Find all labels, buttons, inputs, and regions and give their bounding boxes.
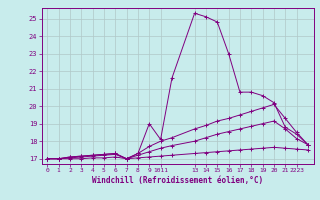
X-axis label: Windchill (Refroidissement éolien,°C): Windchill (Refroidissement éolien,°C) bbox=[92, 176, 263, 185]
